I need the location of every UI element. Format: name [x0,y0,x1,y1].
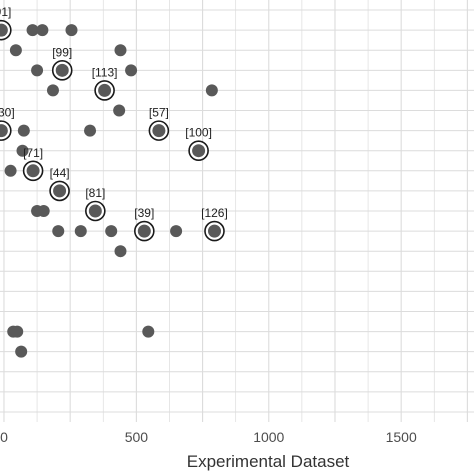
highlighted-point [98,83,112,97]
data-point [11,325,24,338]
data-point [205,84,218,97]
x-axis-title: Experimental Dataset [187,452,350,471]
highlighted-point [152,124,166,138]
point-label: [81] [85,186,105,200]
highlighted-point [0,124,8,138]
data-point [37,205,50,217]
highlighted-point [192,144,206,158]
data-point [26,24,39,37]
highlighted-point [26,164,40,178]
data-point [142,325,155,338]
data-point [114,245,127,258]
data-point [16,144,29,157]
data-point [9,44,22,57]
data-point [170,225,183,238]
point-label: [130] [0,106,15,120]
data-point [36,24,49,37]
data-point [46,84,59,97]
x-tick-label: 0 [0,429,8,445]
point-label: [126] [201,206,228,220]
data-point [74,225,87,238]
highlighted-point [137,224,151,238]
point-label: [100] [185,126,212,140]
data-point [84,124,97,137]
data-point [4,164,17,177]
point-label: [44] [50,166,70,180]
x-axis-ticks: 0 500 1000 1500 [0,429,417,445]
point-label: [91] [0,5,11,19]
point-label: [113] [92,65,118,79]
data-point [17,124,30,137]
data-point [113,104,126,117]
data-point [52,225,65,238]
grid [0,0,474,422]
data-point [105,225,118,238]
data-point [125,64,138,77]
point-label: [71] [23,146,43,160]
point-label: [57] [149,106,169,120]
data-point [31,64,44,77]
point-label: [99] [52,45,72,59]
highlighted-point [55,63,69,77]
data-point [15,345,28,358]
point-label: [39] [134,206,154,220]
x-tick-label: 1000 [253,429,284,445]
highlighted-point [207,224,221,238]
x-tick-label: 1500 [386,429,417,445]
data-points [0,19,225,358]
data-point [65,24,78,37]
highlighted-point [0,23,8,37]
data-point [114,44,127,57]
highlighted-point [53,184,67,198]
highlighted-point [88,204,102,218]
x-tick-label: 500 [125,429,149,445]
point-labels: [91] [99] [113] [57] [130] [100] [71] [44] [81] [… [0,5,228,220]
